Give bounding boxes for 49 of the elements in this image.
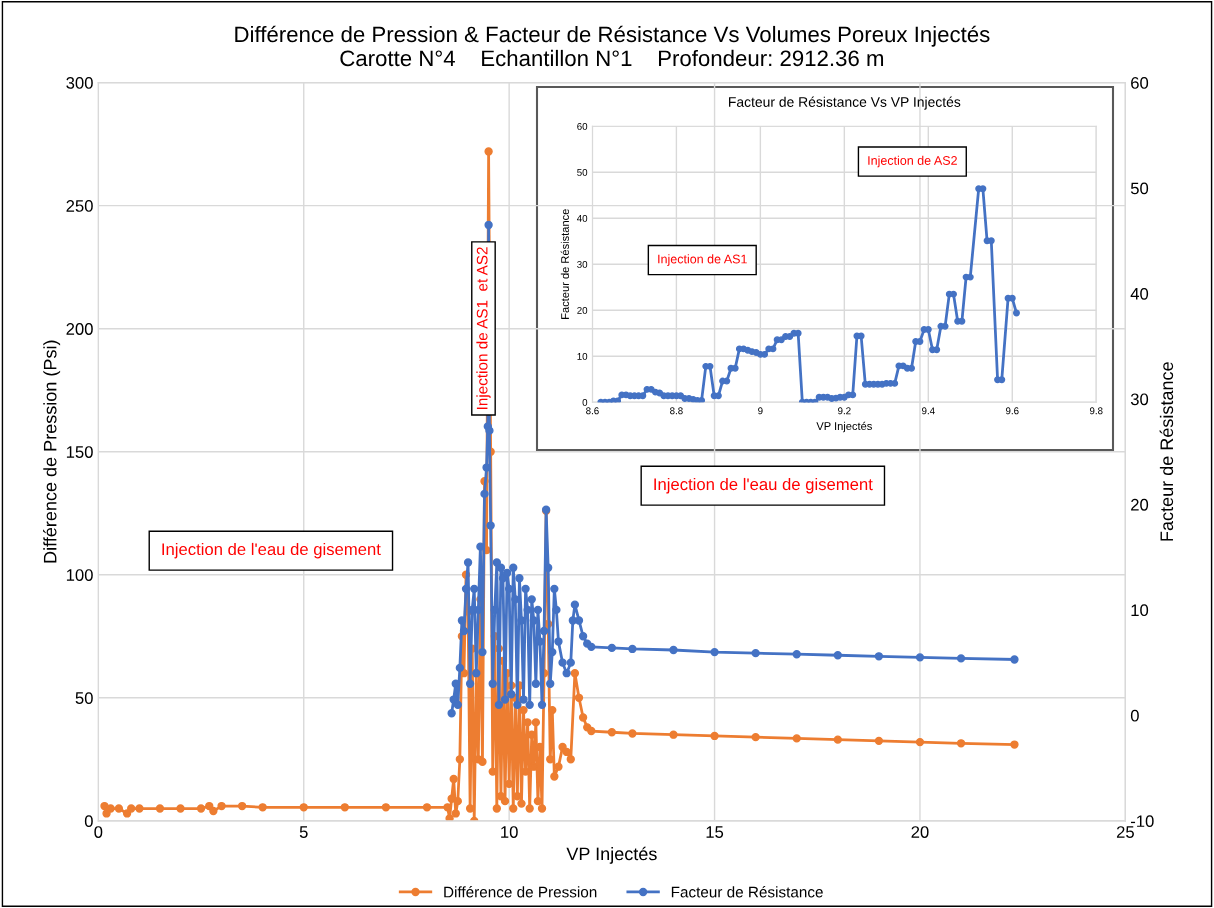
x-tick-label: 9.4 [922, 407, 935, 415]
y2-axis-title: Facteur de Résistance [1159, 362, 1174, 541]
annotation: Injection de AS1 et AS2 [476, 247, 491, 409]
x-tick-label: 15 [706, 826, 724, 838]
y-tick-label: 100 [66, 569, 93, 581]
legend-label: Facteur de Résistance [671, 886, 823, 898]
y2-tick-label: 50 [1130, 182, 1149, 195]
x-tick-label: 9.6 [1005, 407, 1019, 415]
y-tick-label: 200 [66, 323, 93, 335]
x-tick-label: 5 [299, 826, 308, 838]
chart-subtitle: Carotte N°4 Echantillon N°1 Profondeur: 2912.36 m [340, 49, 884, 67]
y-tick-label: 0 [582, 398, 588, 406]
y-tick-label: 30 [577, 260, 588, 268]
x-tick-label: 0 [94, 826, 103, 838]
x-tick-label: 20 [911, 826, 929, 838]
y2-tick-label: 60 [1131, 77, 1149, 89]
y-tick-label: 60 [577, 122, 588, 130]
y-axis-title: Différence de Pression (Psi) [43, 340, 61, 563]
x-axis-title: VP Injectés [566, 846, 657, 864]
y2-tick-label: 20 [1131, 498, 1149, 511]
y2-tick-label: 10 [1131, 604, 1149, 617]
x-tick-label: 8.8 [670, 407, 683, 415]
y2-tick-label: 40 [1130, 287, 1149, 300]
chart-title: Différence de Pression & Facteur de Résistance Vs Volumes Poreux Injectés [235, 25, 990, 47]
annotation: Injection de AS2 [868, 155, 957, 168]
y-axis-title: Facteur de Résistance [560, 209, 570, 319]
x-tick-label: 8.6 [586, 407, 599, 415]
x-tick-label: 9.2 [838, 407, 851, 415]
y-tick-label: 50 [75, 692, 93, 704]
chart-title: Facteur de Résistance Vs VP Injectés [729, 96, 961, 110]
x-tick-label: 9.8 [1089, 407, 1103, 415]
y-tick-label: 250 [66, 200, 93, 212]
x-tick-label: 9 [758, 407, 763, 415]
y2-tick-label: 30 [1130, 393, 1149, 406]
legend-label: Différence de Pression [444, 886, 597, 898]
x-tick-label: 10 [501, 826, 518, 838]
y-tick-label: 0 [84, 815, 93, 828]
y-tick-label: 300 [66, 77, 93, 89]
annotation: Injection de l'eau de gisement [654, 477, 873, 494]
y-tick-label: 10 [577, 352, 588, 360]
annotation: Injection de l'eau de gisement [162, 542, 381, 559]
x-tick-label: 25 [1116, 826, 1134, 838]
y-tick-label: 40 [576, 214, 588, 222]
y-tick-label: 150 [66, 446, 93, 458]
y2-tick-label: 0 [1130, 709, 1139, 722]
annotation: Injection de AS1 [658, 254, 747, 266]
y-tick-label: 50 [577, 168, 588, 176]
y-tick-label: 20 [577, 306, 588, 314]
x-axis-title: VP Injectés [816, 421, 872, 433]
